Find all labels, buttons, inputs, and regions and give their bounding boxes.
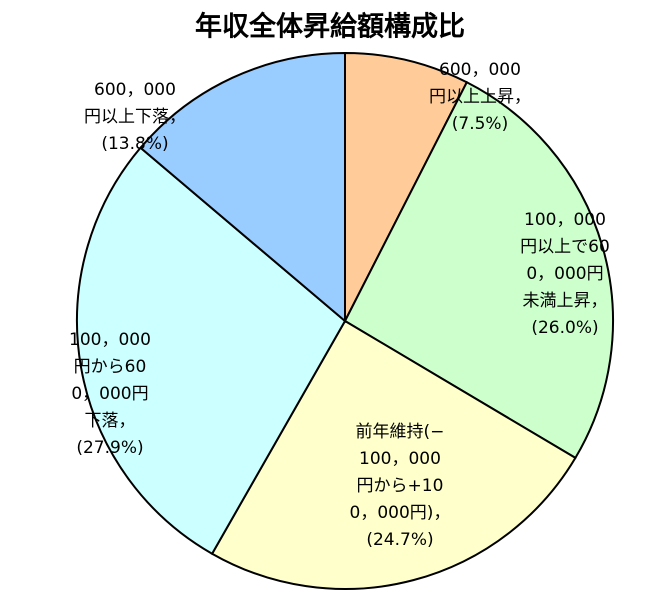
slice-label: 0，000円 xyxy=(526,264,603,284)
pie-slice xyxy=(76,146,347,556)
chart-title: 年収全体昇給額構成比 xyxy=(195,11,465,43)
value-label: (24.7%) xyxy=(366,530,433,550)
value-label: (27.9%) xyxy=(76,438,143,458)
value-label: (7.5%) xyxy=(452,114,508,134)
pie-slice xyxy=(210,319,577,590)
value-label: (13.8%) xyxy=(101,134,168,154)
slice-label: 0，000円)， xyxy=(350,503,451,523)
slice-label: 0，000円 xyxy=(71,384,148,404)
slice-label: 100，000 xyxy=(524,210,606,230)
slice-label: 100，000 xyxy=(359,449,441,469)
slice-label: 円以上で60 xyxy=(520,237,610,257)
pie-slice xyxy=(344,51,469,322)
pie-slice xyxy=(139,51,346,324)
value-label: (26.0%) xyxy=(531,318,598,338)
slice-label: 600，000 xyxy=(439,60,521,80)
slice-label: 未満上昇， xyxy=(523,291,608,311)
slice-label: 円以上下落， xyxy=(84,107,186,127)
slice-label: 円から60 xyxy=(74,357,147,377)
slice-label: 600，000 xyxy=(94,80,176,100)
slice-label: 前年維持(− xyxy=(356,422,445,442)
slice-label: 円から+10 xyxy=(357,476,444,496)
slice-label: 円以上上昇， xyxy=(429,87,531,107)
slice-label: 100，000 xyxy=(69,330,151,350)
slice-label: 下落， xyxy=(85,411,136,431)
pie-slice xyxy=(343,80,614,460)
